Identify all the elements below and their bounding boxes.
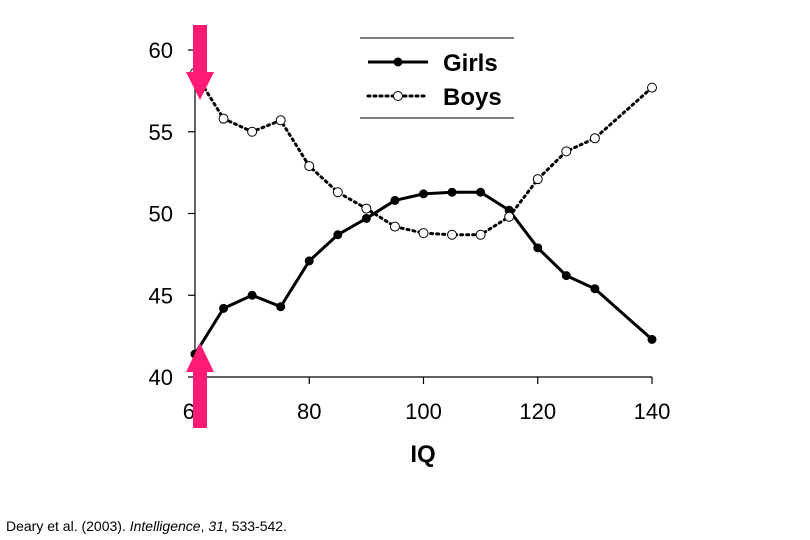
- series-line-boys: [193, 71, 654, 237]
- data-point-boys: [647, 82, 657, 93]
- data-point-boys: [447, 229, 458, 240]
- legend-label-girls: Girls: [443, 50, 498, 77]
- citation-sep: ,: [200, 518, 209, 534]
- data-point-boys: [247, 126, 258, 137]
- data-point-boys: [532, 174, 543, 185]
- data-point-boys: [589, 133, 600, 144]
- axes: 40 45 50 55 60 60 80 100 120 140 IQ: [149, 38, 671, 468]
- data-point-girls: [447, 187, 457, 197]
- data-point-boys: [332, 187, 343, 198]
- data-point-boys: [304, 161, 315, 172]
- data-point-boys: [561, 146, 572, 157]
- citation-authors: Deary et al. (2003).: [6, 518, 130, 534]
- x-tick-label: 100: [405, 399, 442, 424]
- arrow-up-annotation: [186, 343, 214, 428]
- legend: Girls Boys: [360, 37, 514, 119]
- data-point-boys: [361, 203, 372, 214]
- data-point-girls: [419, 189, 428, 199]
- legend-marker-girls: [393, 57, 403, 67]
- data-point-girls: [476, 187, 486, 197]
- data-point-girls: [247, 290, 257, 300]
- x-tick-label: 80: [297, 399, 321, 424]
- data-point-boys: [504, 211, 515, 222]
- y-tick-label: 40: [149, 365, 173, 390]
- data-point-girls: [219, 303, 229, 313]
- legend-label-boys: Boys: [443, 84, 502, 111]
- data-point-girls: [304, 256, 314, 266]
- series-layer: [190, 67, 657, 359]
- legend-marker-boys: [393, 91, 403, 101]
- data-point-girls: [361, 213, 371, 223]
- y-tick-label: 60: [149, 38, 173, 63]
- y-tick-label: 55: [149, 120, 173, 145]
- data-point-girls: [276, 302, 286, 312]
- data-point-boys: [389, 221, 400, 232]
- data-point-boys: [218, 113, 229, 124]
- data-point-girls: [333, 230, 343, 240]
- x-axis-title: IQ: [410, 441, 435, 468]
- citation-volume: 31: [208, 518, 224, 534]
- legend-items: Girls Boys: [366, 50, 502, 111]
- arrow-down-annotation: [186, 25, 214, 100]
- x-tick-label: 140: [634, 399, 671, 424]
- annotations: [186, 25, 214, 428]
- y-tick-label: 50: [149, 202, 173, 227]
- citation: Deary et al. (2003). Intelligence, 31, 5…: [6, 518, 287, 534]
- data-point-girls: [533, 243, 543, 253]
- data-point-girls: [647, 334, 657, 344]
- y-tick-label: 45: [149, 283, 173, 308]
- x-tick-label: 120: [519, 399, 556, 424]
- data-point-boys: [275, 115, 286, 126]
- data-point-boys: [418, 228, 429, 239]
- data-point-girls: [390, 195, 400, 205]
- data-point-girls: [590, 284, 600, 294]
- data-point-girls: [561, 271, 571, 281]
- citation-pages: , 533-542.: [223, 518, 287, 534]
- citation-journal: Intelligence: [129, 518, 201, 534]
- series-line-girls: [193, 190, 653, 355]
- y-ticks: 40 45 50 55 60: [149, 38, 195, 390]
- data-point-boys: [475, 229, 486, 240]
